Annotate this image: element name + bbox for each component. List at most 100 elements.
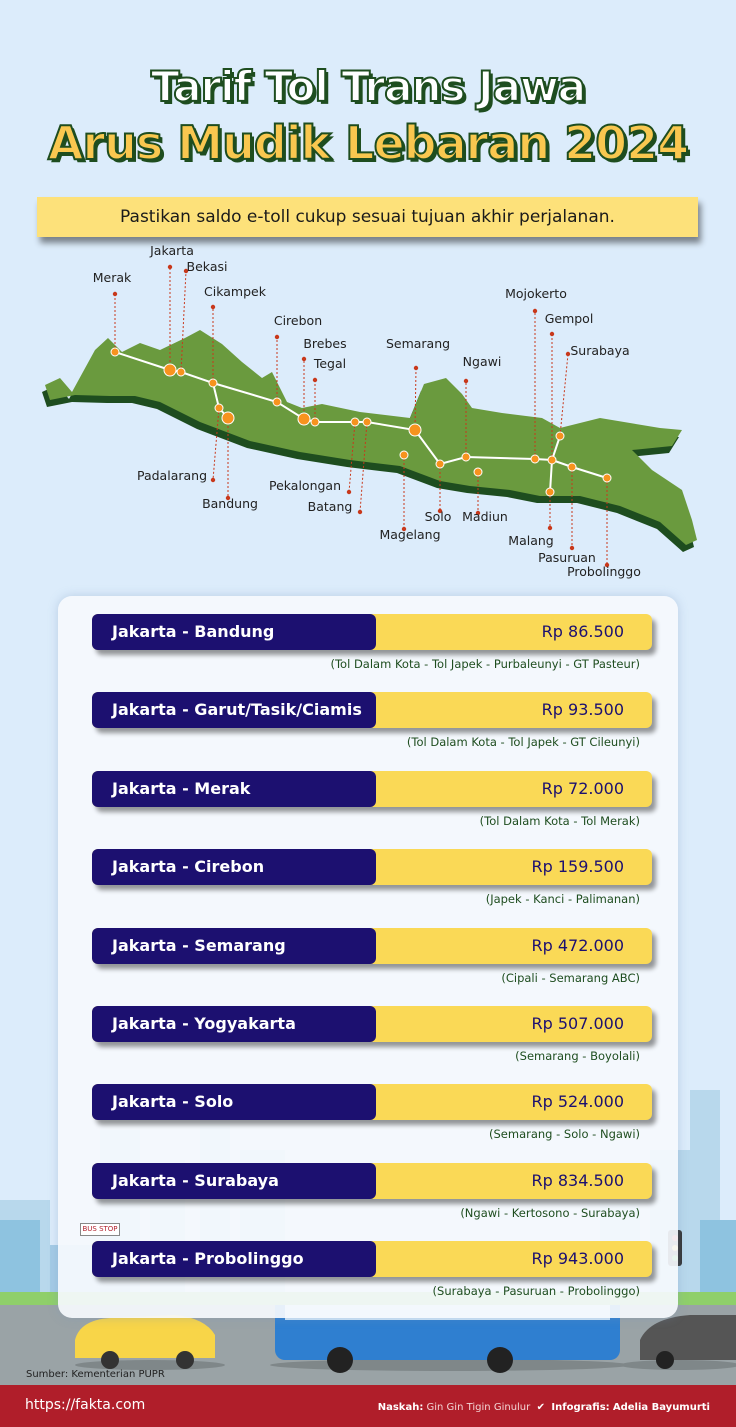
pin-dot <box>225 495 231 501</box>
city-node <box>399 450 409 460</box>
price-value: Rp 834.500 <box>531 1170 624 1190</box>
city-node <box>221 411 235 425</box>
city-node <box>163 363 177 377</box>
price-value: Rp 72.000 <box>541 778 624 798</box>
leader-line <box>359 421 368 513</box>
city-node <box>350 417 360 427</box>
route-via: (Tol Dalam Kota - Tol Japek - Purbaleuny… <box>330 657 641 671</box>
route-label: Jakarta - Bandung <box>92 614 376 650</box>
city-node <box>530 454 540 464</box>
route-label: Jakarta - Surabaya <box>92 1162 376 1199</box>
leader-line <box>180 270 187 373</box>
pin-dot <box>301 356 307 362</box>
pin-dot <box>532 308 538 314</box>
designer-name: Adelia Bayumurti <box>612 1402 710 1413</box>
source-text: Sumber: Kementerian PUPR <box>26 1369 165 1380</box>
pin-dot <box>357 509 363 515</box>
tariff-row: Jakarta - Bandung Rp 86.500 (Tol Dalam K… <box>92 614 652 671</box>
city-node <box>547 455 557 465</box>
route-via: (Ngawi - Kertosono - Surabaya) <box>460 1205 640 1220</box>
city-label: Semarang <box>386 336 450 351</box>
route-via: (Japek - Kanci - Palimanan) <box>485 892 640 907</box>
route-label: Jakarta - Garut/Tasik/Ciamis <box>92 692 376 729</box>
city-node <box>408 423 422 437</box>
city-label: Tegal <box>313 356 346 371</box>
city-node <box>362 417 372 427</box>
city-node <box>473 467 483 477</box>
city-label: Pekalongan <box>269 478 341 493</box>
tariff-row: Jakarta - Semarang Rp 472.000 (Cipali - … <box>92 927 652 985</box>
route-label: Jakarta - Yogyakarta <box>92 1006 376 1042</box>
city-node <box>602 473 612 483</box>
pin-dot <box>210 304 216 310</box>
writer-name: Gin Gin Tigin Ginulur <box>426 1402 531 1413</box>
city-node <box>110 347 120 357</box>
pin-dot <box>274 334 280 340</box>
toll-road <box>549 459 553 493</box>
city-label: Cirebon <box>274 313 322 328</box>
tariff-row: Jakarta - Garut/Tasik/Ciamis Rp 93.500 (… <box>92 692 652 749</box>
pin-dot <box>565 351 571 357</box>
pin-dot <box>569 545 575 551</box>
pin-dot <box>346 489 352 495</box>
tariff-bar: Jakarta - Semarang Rp 472.000 <box>92 927 652 964</box>
site-link[interactable]: https://fakta.com <box>25 1397 146 1413</box>
route-label: Jakarta - Cirebon <box>92 849 376 886</box>
pin-dot <box>413 365 419 371</box>
city-node <box>567 462 577 472</box>
price-value: Rp 943.000 <box>531 1249 624 1269</box>
city-label: Ngawi <box>463 354 502 369</box>
city-node <box>435 459 445 469</box>
pin-dot <box>475 510 481 516</box>
route-via: (Surabaya - Pasuruan - Probolinggo) <box>432 1284 640 1299</box>
pin-dot <box>167 264 173 270</box>
route-via: (Cipali - Semarang ABC) <box>501 970 640 985</box>
notice-banner: Pastikan saldo e-toll cukup sesuai tujua… <box>37 197 698 237</box>
city-label: Merak <box>93 270 132 285</box>
pin-dot <box>401 526 407 532</box>
city-label: Batang <box>308 499 353 514</box>
tariff-bar: Jakarta - Garut/Tasik/Ciamis Rp 93.500 <box>92 692 652 729</box>
tariff-bar: Jakarta - Merak Rp 72.000 <box>92 770 652 807</box>
credits: Naskah: Gin Gin Tigin Ginulur ✔ Infograf… <box>378 1402 710 1413</box>
city-node <box>214 403 224 413</box>
pin-dot <box>437 508 443 514</box>
pin-dot <box>549 331 555 337</box>
tariff-bar: Jakarta - Cirebon Rp 159.500 <box>92 849 652 886</box>
city-node <box>272 397 282 407</box>
city-node <box>545 487 555 497</box>
city-label: Cikampek <box>204 284 267 299</box>
city-label: Brebes <box>303 336 346 351</box>
writer-label: Naskah: <box>377 1402 424 1413</box>
city-node <box>297 412 311 426</box>
leader-line <box>559 353 569 437</box>
tariff-row: Jakarta - Merak Rp 72.000 (Tol Dalam Kot… <box>92 770 652 828</box>
price-value: Rp 472.000 <box>531 935 624 955</box>
route-via: (Semarang - Boyolali) <box>515 1049 640 1063</box>
leader-line <box>212 407 220 481</box>
route-label: Jakarta - Merak <box>92 770 376 807</box>
city-label: Surabaya <box>570 343 629 358</box>
designer-label: Infografis: <box>551 1402 610 1413</box>
pin-dot <box>210 477 216 483</box>
city-label: Madiun <box>462 509 508 524</box>
tariff-row: Jakarta - Cirebon Rp 159.500 (Japek - Ka… <box>92 849 652 906</box>
price-value: Rp 524.000 <box>531 1092 624 1112</box>
city-node <box>461 452 471 462</box>
footer: https://fakta.com Naskah: Gin Gin Tigin … <box>0 1385 736 1427</box>
price-value: Rp 159.500 <box>531 857 624 877</box>
tariff-row: Jakarta - Yogyakarta Rp 507.000 (Semaran… <box>92 1006 652 1063</box>
tariff-bar: Jakarta - Bandung Rp 86.500 <box>92 614 652 650</box>
tariff-row: Jakarta - Surabaya Rp 834.500 (Ngawi - K… <box>92 1162 652 1220</box>
city-node <box>176 367 186 377</box>
city-node <box>208 378 218 388</box>
city-label: Probolinggo <box>567 564 641 579</box>
price-value: Rp 507.000 <box>531 1014 624 1033</box>
pin-dot <box>183 268 189 274</box>
price-value: Rp 86.500 <box>541 622 624 641</box>
tariff-bar: Jakarta - Yogyakarta Rp 507.000 <box>92 1006 652 1042</box>
city-label: Magelang <box>379 527 440 542</box>
city-label: Mojokerto <box>505 286 567 301</box>
tariff-row: Jakarta - Solo Rp 524.000 (Semarang - So… <box>92 1084 652 1141</box>
